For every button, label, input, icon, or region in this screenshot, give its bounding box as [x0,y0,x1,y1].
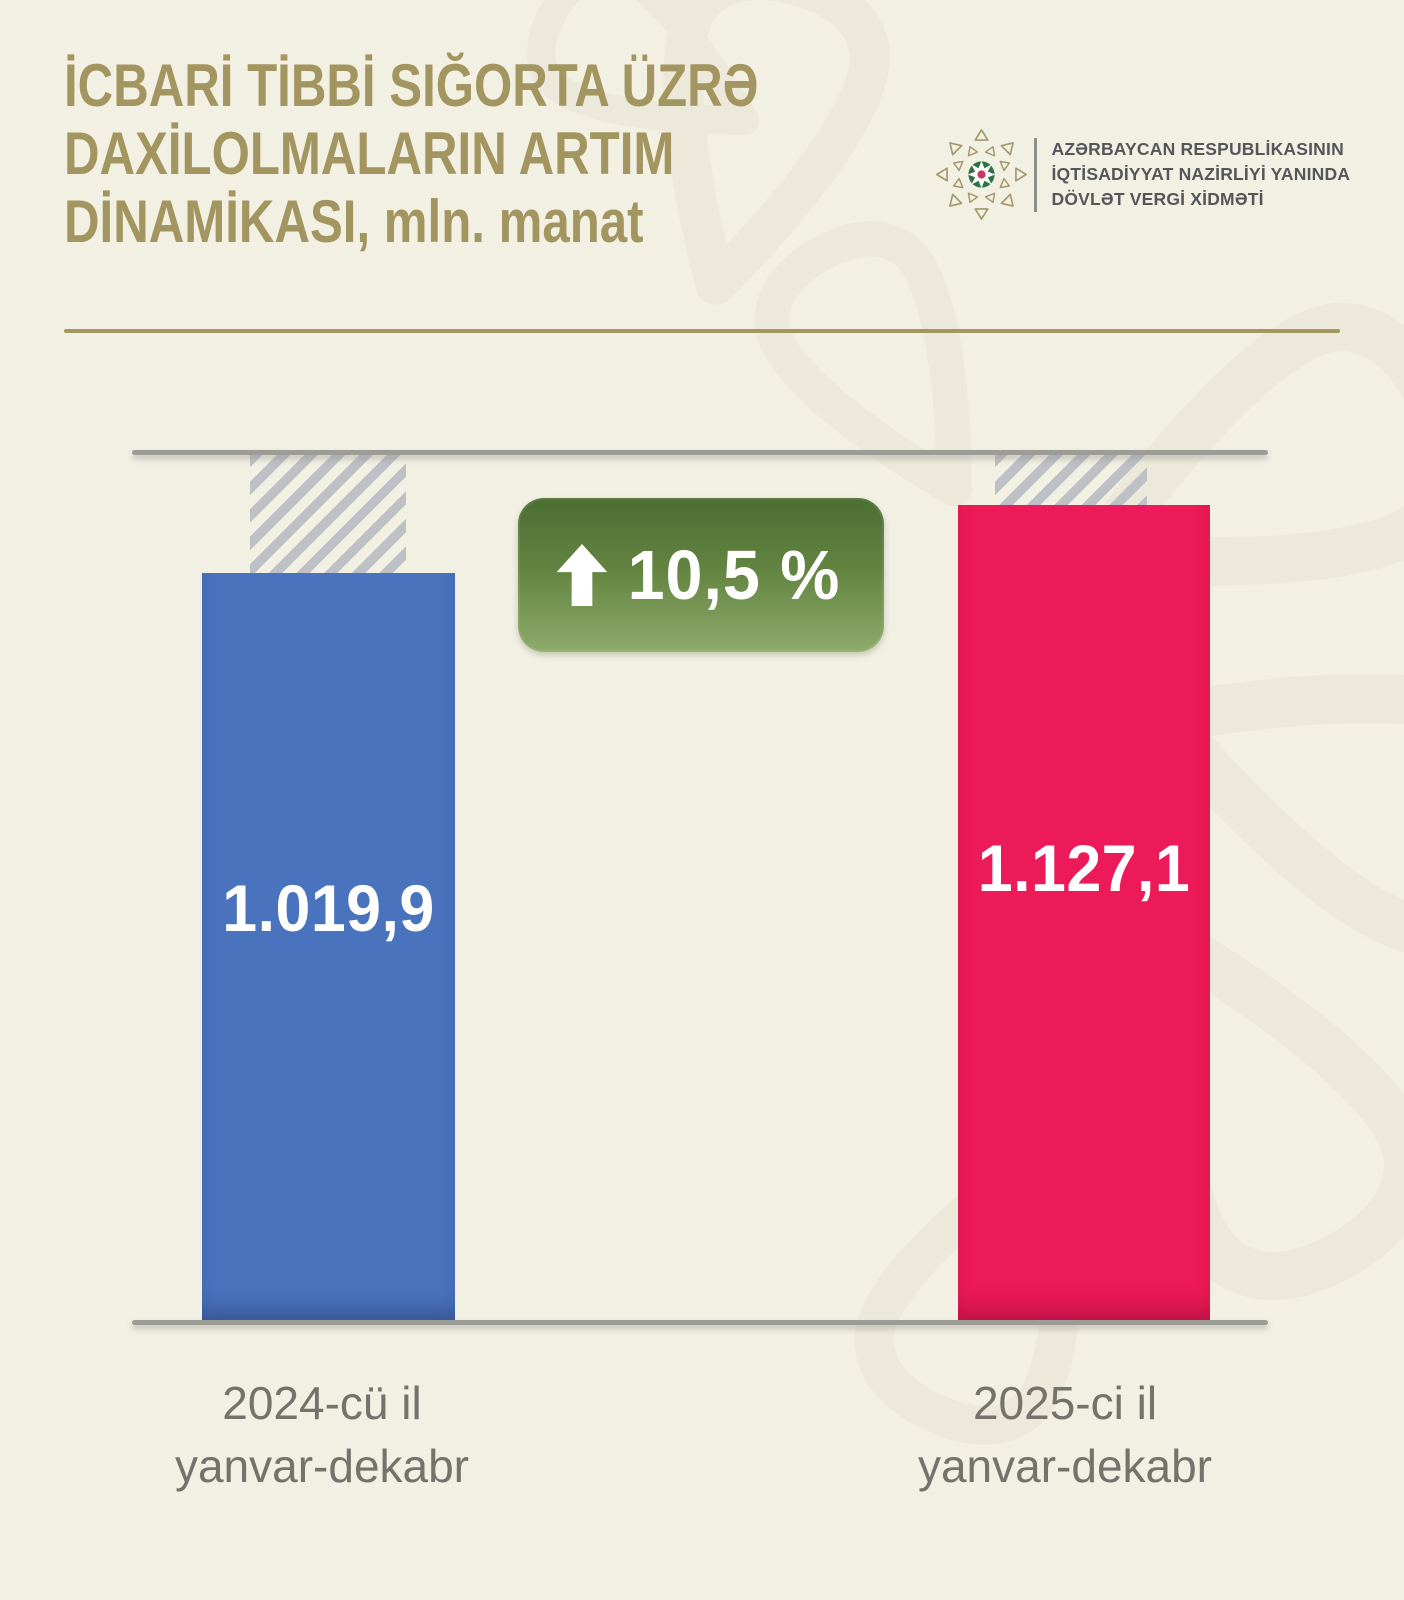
agency-name-line-1: AZƏRBAYCAN RESPUBLİKASININ [1051,139,1344,159]
bar-value-2025: 1.127,1 [977,831,1191,905]
bar-2024: 1.019,9 [202,573,455,1322]
category-label-2025-line-1: 2025-ci il [972,1377,1158,1429]
category-label-2024-line-2: yanvar-dekabr [174,1440,470,1492]
bar-2025: 1.127,1 [958,505,1210,1322]
page-title: İCBARİ TİBBİ SIĞORTA ÜZRƏ DAXİLOLMALARIN… [64,52,758,256]
baseline [132,1320,1268,1325]
hatch-gap-2024 [250,454,406,574]
page-title-line-2: DAXİLOLMALARIN ARTIM [64,120,675,187]
agency-name-line-3: DÖVLƏT VERGİ XİDMƏTİ [1051,189,1264,209]
top-reference-line [132,450,1268,455]
category-label-2025: 2025-ci il yanvar-dekabr [875,1372,1255,1498]
bar-value-2024: 1.019,9 [222,871,435,945]
growth-badge: 10,5 % [518,498,884,652]
category-label-2024: 2024-cü il yanvar-dekabr [132,1372,512,1498]
arrow-up-icon [556,544,608,606]
page-title-line-1: İCBARİ TİBBİ SIĞORTA ÜZRƏ [64,52,759,119]
tax-service-emblem-icon [936,129,1027,220]
header-divider [64,329,1340,333]
agency-logo: AZƏRBAYCAN RESPUBLİKASININ İQTİSADİYYAT … [933,126,1350,223]
page-title-line-3: DİNAMİKASI, mln. manat [64,188,644,255]
agency-name: AZƏRBAYCAN RESPUBLİKASININ İQTİSADİYYAT … [1052,137,1351,212]
category-label-2025-line-2: yanvar-dekabr [917,1440,1213,1492]
growth-badge-label: 10,5 % [627,536,841,614]
hatch-gap-2025 [995,454,1147,507]
category-label-2024-line-1: 2024-cü il [222,1377,422,1429]
agency-name-line-2: İQTİSADİYYAT NAZİRLİYİ YANINDA [1051,164,1351,184]
logo-separator [1034,137,1037,212]
